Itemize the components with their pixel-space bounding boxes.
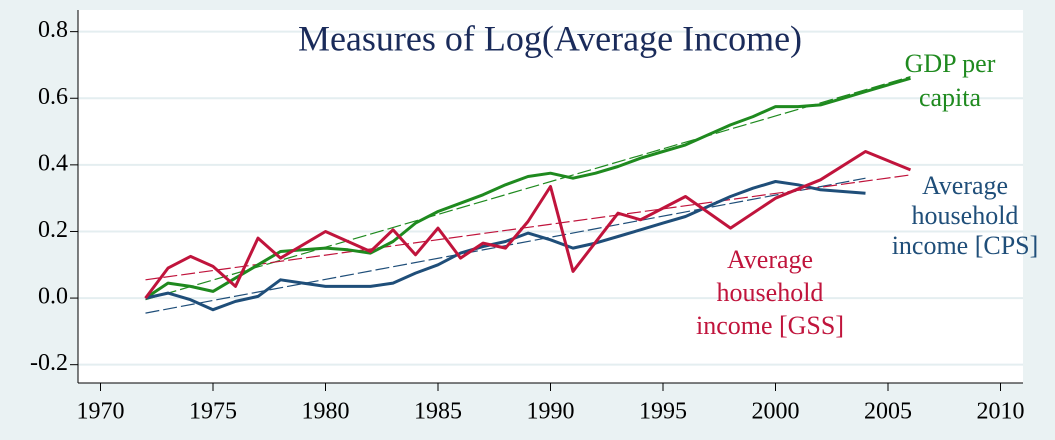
- series-label: income [GSS]: [696, 311, 844, 340]
- trend-line: [145, 177, 866, 314]
- x-tick-label: 1980: [302, 399, 350, 425]
- trend-line: [145, 174, 911, 281]
- series-label: capita: [919, 83, 982, 112]
- x-tick-label: 1970: [77, 399, 125, 425]
- series-label: household: [912, 201, 1019, 230]
- y-tick-label: 0.4: [38, 150, 68, 176]
- series-line: [144, 150, 912, 300]
- y-tick-label: 0.6: [38, 84, 68, 110]
- series-line: [144, 76, 911, 300]
- x-tick-label: 1975: [189, 399, 237, 425]
- plot-area: [78, 10, 1023, 383]
- x-tick-label: 2005: [864, 399, 912, 425]
- series-label: GDP per: [905, 49, 996, 78]
- y-tick-label: 0.2: [38, 217, 68, 243]
- x-tick-label: 2010: [977, 399, 1025, 425]
- chart-title: Measures of Log(Average Income): [298, 18, 802, 58]
- series-label: Average: [727, 245, 813, 274]
- series-line: [145, 180, 866, 312]
- x-tick-label: 1985: [414, 399, 462, 425]
- y-tick-label: 0.8: [38, 17, 68, 43]
- series-label: Average: [922, 171, 1008, 200]
- x-tick-label: 2000: [752, 399, 800, 425]
- series-label: household: [717, 278, 824, 307]
- y-tick-label: -0.2: [30, 350, 68, 376]
- x-tick-label: 1995: [639, 399, 687, 425]
- x-tick-label: 1990: [527, 399, 575, 425]
- series-label: income [CPS]: [892, 231, 1039, 260]
- y-tick-label: 0.0: [38, 284, 68, 310]
